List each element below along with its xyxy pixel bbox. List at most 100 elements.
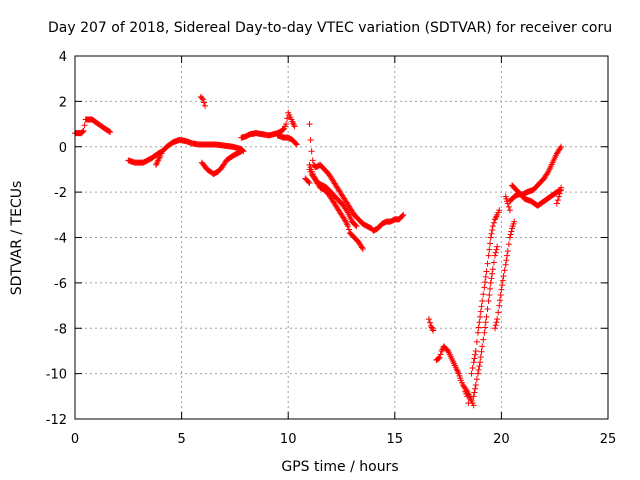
chart-title: Day 207 of 2018, Sidereal Day-to-day VTE… <box>48 20 612 36</box>
data-point <box>496 207 503 214</box>
data-point <box>399 212 406 219</box>
plot-frame <box>74 55 609 420</box>
data-point <box>477 353 484 360</box>
y-tick-label: -8 <box>54 322 67 337</box>
data-point <box>485 298 492 305</box>
data-point <box>305 178 312 185</box>
y-tick-label: 0 <box>59 141 67 156</box>
y-tick-label: -12 <box>46 413 67 428</box>
data-point <box>493 319 500 326</box>
data-point <box>352 222 359 229</box>
data-point <box>488 230 495 237</box>
data-point <box>159 148 166 155</box>
data-point <box>473 338 480 345</box>
data-point <box>464 393 471 400</box>
data-point <box>492 325 499 332</box>
data-point <box>558 143 565 150</box>
data-point <box>487 285 494 292</box>
data-point <box>429 326 436 333</box>
data-point <box>484 305 491 312</box>
data-point <box>344 223 351 230</box>
x-tick-label: 10 <box>280 432 297 447</box>
data-point <box>482 273 489 280</box>
data-point <box>358 244 365 251</box>
data-point <box>489 223 496 230</box>
data-point <box>507 231 514 238</box>
data-point <box>469 364 476 371</box>
data-point <box>483 268 490 275</box>
data-point <box>556 190 563 197</box>
data-point <box>477 308 484 315</box>
data-point <box>280 126 287 133</box>
y-tick-label: 4 <box>59 50 67 65</box>
data-point <box>489 270 496 277</box>
data-point <box>478 303 485 310</box>
data-point <box>283 121 290 128</box>
data-point <box>500 273 507 280</box>
data-point <box>292 140 299 147</box>
data-point <box>479 298 486 305</box>
data-point <box>472 351 479 358</box>
data-point <box>482 324 489 331</box>
x-tick-label: 25 <box>600 432 617 447</box>
data-point <box>492 249 499 256</box>
data-point <box>476 319 483 326</box>
data-point <box>490 259 497 266</box>
data-point <box>200 99 207 106</box>
data-point <box>504 252 511 259</box>
data-point <box>454 367 461 374</box>
data-point <box>485 252 492 259</box>
data-point <box>436 354 443 361</box>
data-point <box>106 128 113 135</box>
data-point <box>471 389 478 396</box>
data-point <box>484 260 491 267</box>
data-point <box>291 123 298 130</box>
data-point <box>478 348 485 355</box>
data-point <box>470 402 477 409</box>
data-point <box>506 234 513 241</box>
data-point <box>494 243 501 250</box>
data-point <box>492 322 499 329</box>
data-point <box>493 246 500 253</box>
data-point <box>309 157 316 164</box>
data-point <box>437 351 444 358</box>
data-point <box>290 121 297 128</box>
data-point <box>425 316 432 323</box>
data-point <box>489 226 496 233</box>
data-point <box>474 329 481 336</box>
data-point <box>472 385 479 392</box>
data-point <box>497 291 504 298</box>
data-point <box>470 393 477 400</box>
data-point <box>434 355 441 362</box>
data-point <box>307 136 314 143</box>
data-point <box>557 187 564 194</box>
data-point <box>487 240 494 247</box>
data-point <box>472 347 479 354</box>
y-tick-label: 2 <box>59 95 67 110</box>
data-point <box>353 223 360 230</box>
data-point <box>554 197 561 204</box>
y-tick-label: -4 <box>54 232 67 247</box>
y-tick-labels: -12 -10 -8 -6 -4 -2 0 2 4 <box>46 50 67 428</box>
data-point <box>489 266 496 273</box>
data-point <box>553 200 560 207</box>
data-point <box>435 355 442 362</box>
data-point <box>306 121 313 128</box>
data-point <box>503 257 510 264</box>
y-tick-label: -6 <box>54 277 67 292</box>
data-point <box>476 363 483 370</box>
data-point <box>80 127 87 134</box>
data-point <box>199 96 206 103</box>
data-point <box>487 279 494 286</box>
data-point <box>498 286 505 293</box>
data-point <box>557 145 564 152</box>
data-point <box>475 366 482 373</box>
data-point <box>468 370 475 377</box>
data-point <box>477 313 484 320</box>
x-axis-label: GPS time / hours <box>281 459 398 475</box>
y-tick-label: -2 <box>54 186 67 201</box>
data-point <box>499 277 506 284</box>
data-point <box>479 343 486 350</box>
data-point <box>482 279 489 286</box>
